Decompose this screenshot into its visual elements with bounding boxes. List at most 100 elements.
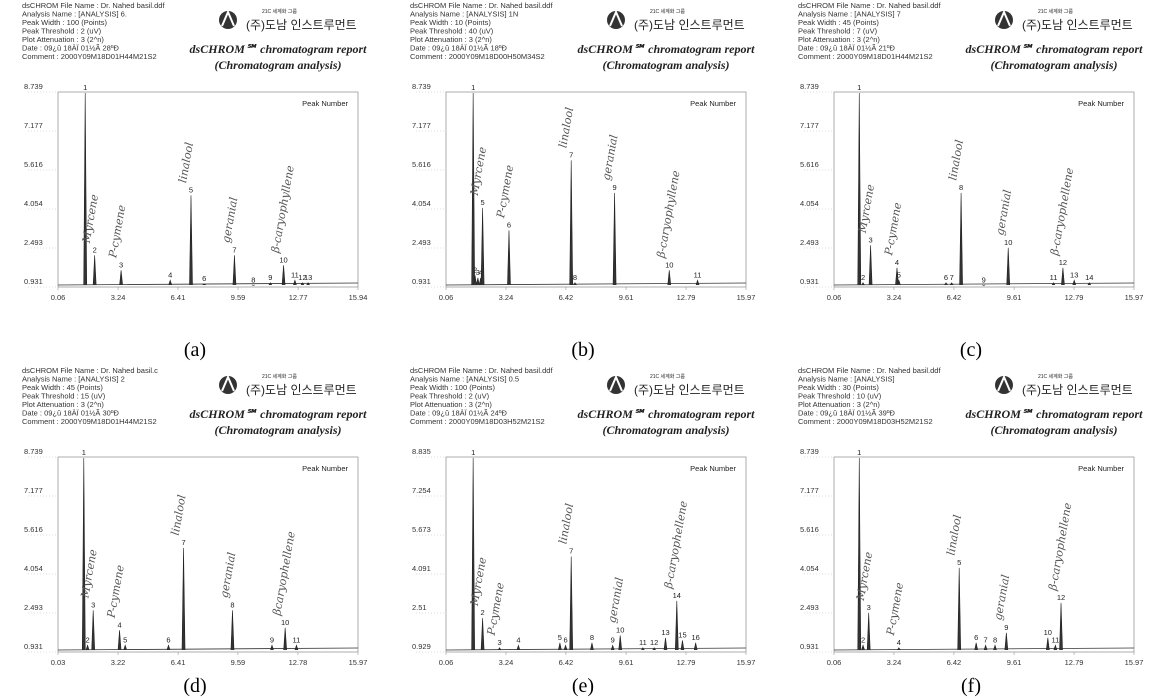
- report-title: dsCHROM℠ chromatogram report: [966, 407, 1144, 421]
- logo-group: 21C 세계화 그룹: [262, 8, 297, 15]
- peak: [569, 160, 574, 286]
- peak: [202, 283, 206, 286]
- header-line: Date : 09¿û 18ÀÏ 01½Ã 28ºÐ: [22, 44, 120, 53]
- x-tick-label: 15.97: [1125, 658, 1144, 667]
- header-line: Date : 09¿û 18ÀÏ 01½Ã 21ºÐ: [798, 44, 896, 53]
- peak: [558, 642, 562, 651]
- peak: [181, 547, 186, 651]
- peak: [81, 457, 86, 651]
- chromatogram-panel: dsCHROM File Name : Dr. Nahed basil.cAna…: [22, 366, 367, 697]
- peak-number: 3: [476, 268, 480, 277]
- peak-number: 5: [897, 270, 901, 279]
- caption: (b): [571, 339, 594, 361]
- peak: [949, 282, 954, 286]
- peak: [944, 282, 948, 286]
- peak: [1072, 279, 1077, 286]
- header-line: dsCHROM File Name : Dr. Nahed basil.ddf: [798, 366, 941, 375]
- header-line: Date : 09¿û 18ÀÏ 01½Ã 30ºÐ: [22, 409, 120, 418]
- peak-number: 11: [1051, 635, 1059, 644]
- peak-number: 1: [83, 83, 87, 92]
- peak: [652, 647, 656, 651]
- peak-number: 6: [563, 635, 567, 644]
- header-line: Analysis Name : [ANALYSIS] 1N: [410, 10, 518, 19]
- peak: [590, 642, 594, 651]
- peak: [117, 630, 122, 651]
- peak: [1061, 267, 1065, 286]
- y-tick-label: 0.931: [800, 277, 819, 286]
- peak-number: 6: [944, 273, 948, 282]
- peak-number: 2: [861, 635, 865, 644]
- peak: [293, 279, 297, 286]
- y-tick-label: 4.091: [412, 564, 431, 573]
- report-title: dsCHROM℠ chromatogram report: [578, 42, 756, 56]
- header-line: Plot Attenuation : 3 (2^n): [798, 400, 880, 409]
- peak-number: 2: [473, 265, 477, 274]
- peak: [92, 255, 97, 286]
- peak: [569, 556, 574, 651]
- peak: [1006, 247, 1011, 286]
- peak: [1087, 282, 1092, 286]
- peak-number: 9: [612, 183, 616, 192]
- peak: [1059, 602, 1063, 651]
- report-subtitle: (Chromatogram analysis): [602, 423, 729, 437]
- peak: [861, 282, 865, 286]
- header-line: Comment : 2000Y09M18D01H44M21S2: [22, 417, 157, 426]
- peak-number: 8: [230, 600, 234, 609]
- x-tick-label: 15.97: [349, 658, 368, 667]
- logo-mark: [609, 374, 623, 392]
- peak: [230, 610, 235, 651]
- peak: [866, 612, 871, 651]
- x-tick-label: 6.42: [947, 658, 962, 667]
- logo-company: (주)도남 인스트루먼트: [1022, 18, 1133, 32]
- peak-number: 12: [1059, 258, 1067, 267]
- report-title: dsCHROM℠ chromatogram report: [190, 42, 368, 56]
- x-tick-label: 12.77: [289, 293, 308, 302]
- peak-number: 11: [1050, 273, 1058, 282]
- y-tick-label: 4.054: [24, 199, 43, 208]
- logo-company: (주)도남 인스트루먼트: [634, 383, 745, 397]
- peak: [189, 195, 193, 286]
- header-line: Peak Width : 100 (Points): [410, 383, 496, 392]
- header-line: Comment : 2000Y09M18D03H52M21S2: [410, 417, 545, 426]
- report-subtitle: (Chromatogram analysis): [214, 58, 341, 72]
- peak: [91, 610, 95, 651]
- x-tick-label: 6.42: [559, 658, 574, 667]
- peak: [294, 644, 299, 651]
- header-line: Comment : 2000Y09M18D01H44M21S2: [798, 52, 933, 61]
- peak: [641, 647, 645, 651]
- plot-frame: [57, 91, 359, 288]
- peak: [612, 192, 617, 286]
- peak-number: 1: [82, 448, 86, 457]
- peak: [166, 644, 171, 651]
- peak: [857, 92, 862, 286]
- peak: [283, 627, 287, 651]
- peak-number: 3: [867, 603, 871, 612]
- x-tick-label: 9.59: [231, 658, 246, 667]
- peak: [1053, 644, 1058, 651]
- peak-number: 8: [251, 275, 255, 284]
- peak-number: 11: [694, 270, 702, 279]
- peak: [897, 647, 901, 651]
- peak: [663, 637, 668, 651]
- y-tick-label: 0.929: [412, 642, 431, 651]
- plot-frame: [57, 456, 359, 653]
- peak-number: 10: [1044, 628, 1052, 637]
- peak-number: 3: [119, 260, 123, 269]
- header-line: Peak Threshold : 15 (uV): [22, 392, 106, 401]
- peak: [281, 265, 286, 286]
- y-tick-label: 8.739: [24, 447, 43, 456]
- peak-number: 1: [857, 83, 861, 92]
- header-line: Plot Attenuation : 3 (2^n): [410, 35, 492, 44]
- legend-label: Peak Number: [302, 464, 348, 473]
- y-tick-label: 7.177: [24, 121, 43, 130]
- peak-number: 8: [993, 635, 997, 644]
- peak: [1046, 637, 1050, 651]
- peak: [857, 457, 862, 651]
- peak-number: 14: [1085, 273, 1093, 282]
- peak-number: 12: [1057, 593, 1065, 602]
- header-line: Peak Threshold : 7 (uV): [798, 27, 878, 36]
- peak-number: 1: [471, 83, 475, 92]
- peak-number: 7: [984, 635, 988, 644]
